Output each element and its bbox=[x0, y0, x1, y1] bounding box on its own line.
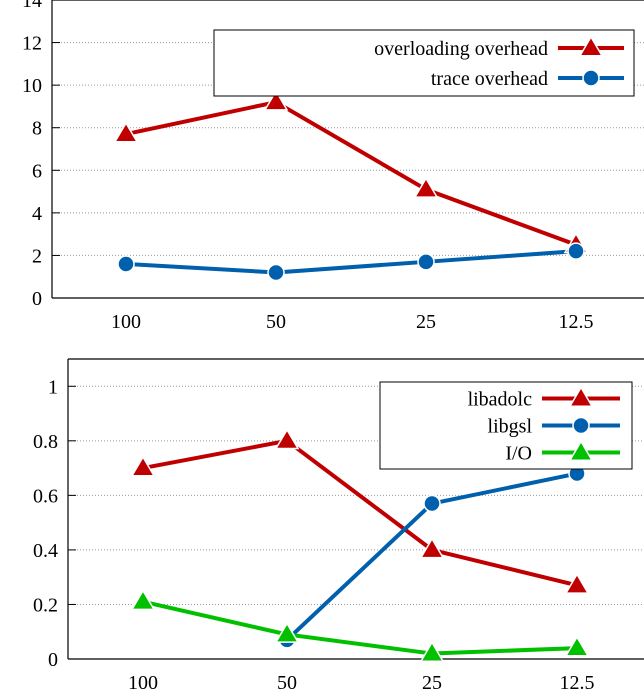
data-point-2-3 bbox=[417, 253, 435, 271]
x-tick-label: 100 bbox=[111, 311, 141, 333]
x-tick-label: 25 bbox=[416, 311, 436, 333]
y-tick-label: 12 bbox=[22, 33, 42, 55]
y-tick-label: 6 bbox=[32, 160, 42, 182]
data-point-1-1 bbox=[130, 455, 156, 477]
legend-label: libadolc bbox=[468, 389, 533, 411]
y-tick-label: 4 bbox=[32, 203, 42, 225]
y-tick-label: 0.8 bbox=[33, 431, 58, 453]
data-point-2-4 bbox=[567, 242, 585, 260]
data-point-3-4 bbox=[564, 635, 590, 657]
y-tick-label: 0.6 bbox=[33, 485, 58, 507]
data-point-2-3 bbox=[423, 494, 441, 513]
legend-swatch-marker bbox=[568, 386, 594, 407]
y-tick-label: 0 bbox=[32, 288, 42, 310]
x-tick-label: 50 bbox=[277, 672, 297, 694]
data-point-1-3 bbox=[419, 537, 445, 559]
chart-panel-1: 0 2 4 6 8 10 12 14 100 50 25 12.5 overloading overhe… bbox=[22, 0, 644, 333]
data-point-3-2 bbox=[274, 621, 300, 643]
data-point-1-4 bbox=[564, 572, 590, 594]
y-tick-label: 1 bbox=[48, 376, 58, 398]
x-tick-label: 25 bbox=[422, 672, 442, 694]
legend-label: trace overhead bbox=[431, 68, 548, 90]
legend-label: libgsl bbox=[488, 416, 533, 438]
legend-swatch-marker bbox=[572, 416, 590, 435]
series-line-3 bbox=[142, 599, 578, 656]
data-point-1-2 bbox=[274, 428, 300, 450]
y-tick-label: 10 bbox=[22, 75, 42, 97]
x-tick-label: 100 bbox=[128, 672, 158, 694]
y-tick-label: 0.2 bbox=[33, 594, 58, 616]
x-tick-label: 50 bbox=[266, 311, 286, 333]
y-tick-label: 0.4 bbox=[33, 540, 58, 562]
series-line-2 bbox=[125, 249, 577, 275]
legend-label: overloading overhead bbox=[374, 38, 548, 60]
legend-swatch-marker bbox=[568, 440, 594, 461]
legend-box bbox=[213, 29, 635, 97]
legend-swatch-marker bbox=[578, 35, 604, 57]
y-tick-label: 8 bbox=[32, 118, 42, 140]
y-tick-label: 14 bbox=[22, 0, 42, 12]
data-point-2-2 bbox=[267, 263, 285, 282]
series-line-1 bbox=[142, 438, 578, 588]
chart-panel-2: 0 0.2 0.4 0.6 0.8 1 100 50 25 12.5 libadolc libgsl I… bbox=[33, 358, 644, 694]
data-point-2-1 bbox=[117, 255, 135, 273]
x-tick-label: 12.5 bbox=[559, 311, 594, 333]
y-tick-label: 2 bbox=[32, 245, 42, 267]
legend-swatch-marker bbox=[582, 69, 600, 87]
data-point-1-2 bbox=[263, 89, 289, 111]
x-tick-label: 12.5 bbox=[560, 672, 595, 694]
data-point-3-3 bbox=[419, 641, 445, 662]
y-tick-label: 0 bbox=[48, 649, 58, 671]
series-line-1 bbox=[125, 100, 577, 247]
data-point-1-3 bbox=[413, 176, 439, 198]
data-point-1-1 bbox=[113, 121, 139, 143]
data-point-3-1 bbox=[130, 589, 156, 611]
legend-label: I/O bbox=[505, 443, 532, 465]
